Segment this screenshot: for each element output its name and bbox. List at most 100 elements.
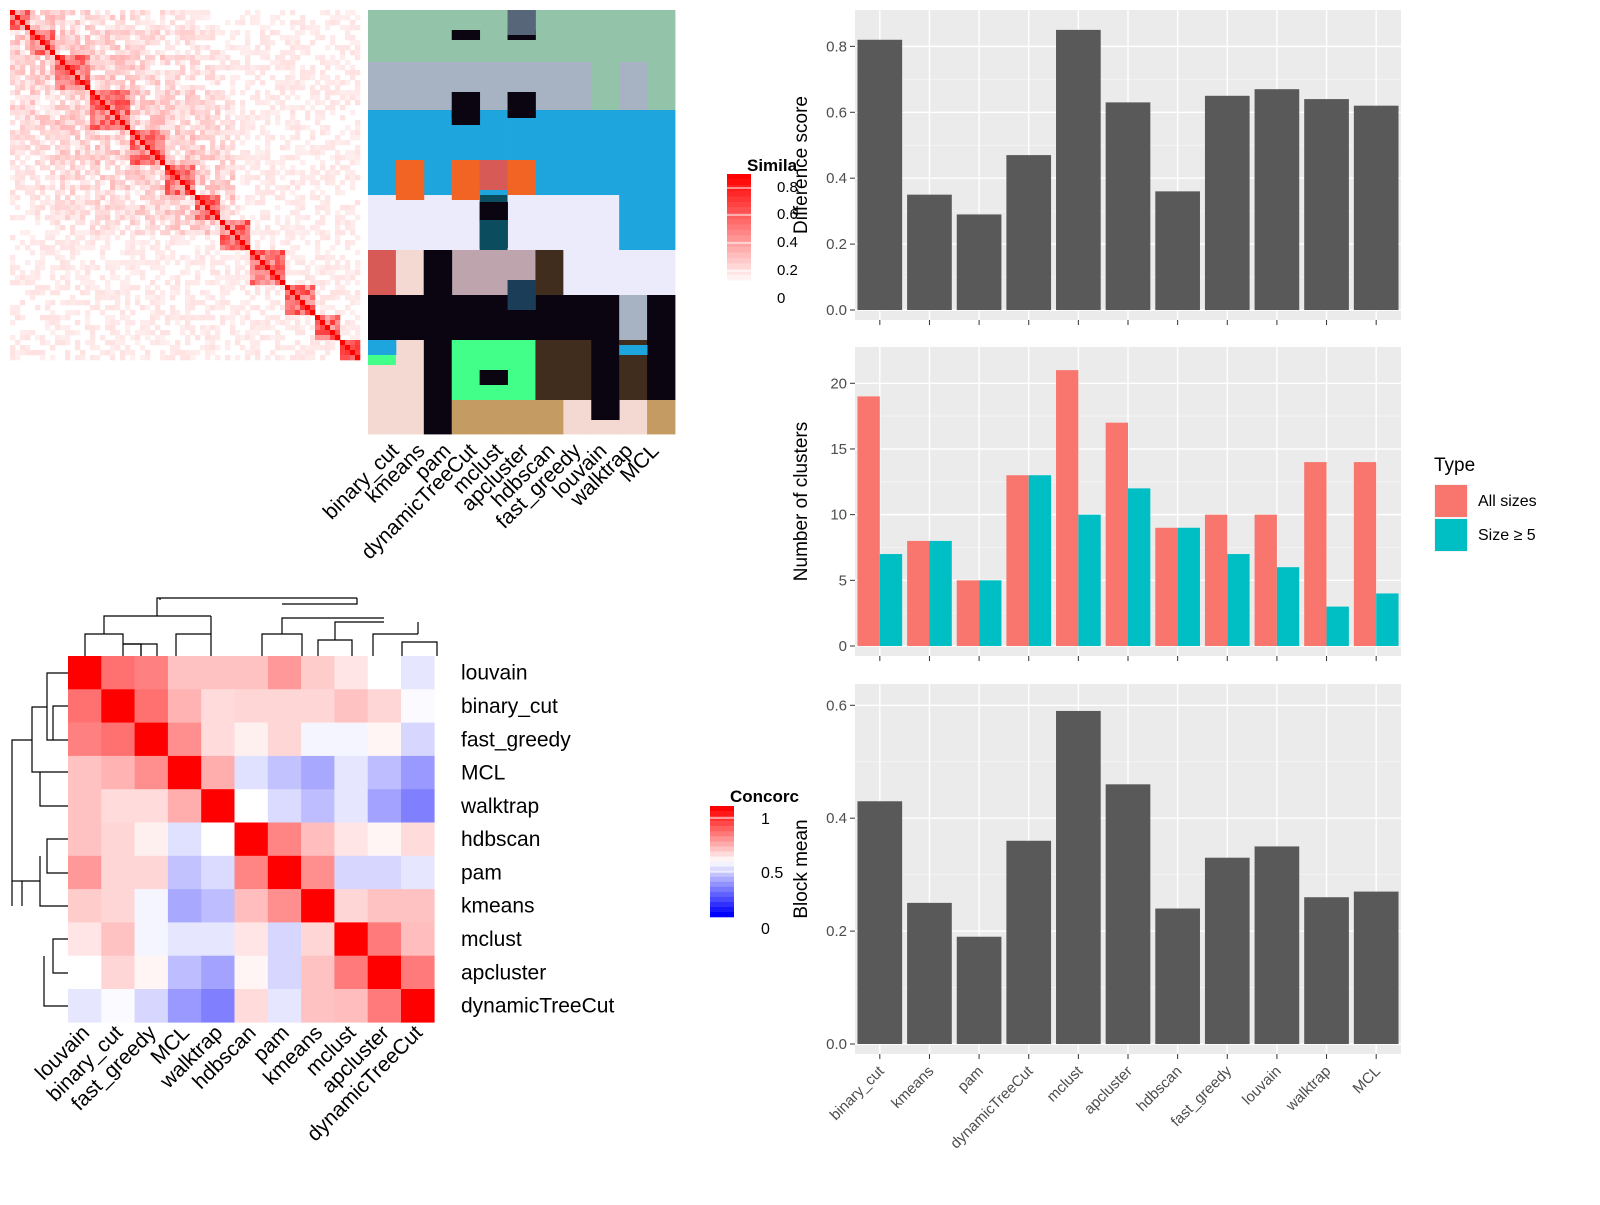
- similarity-cell: [285, 285, 291, 291]
- similarity-cell: [305, 290, 311, 296]
- similarity-cell: [100, 155, 106, 161]
- similarity-cell: [35, 65, 41, 71]
- similarity-cell: [15, 105, 21, 111]
- similarity-cell: [105, 175, 111, 181]
- similarity-cell: [125, 90, 131, 96]
- similarity-cell: [125, 260, 131, 266]
- top-dendrogram-branch: [84, 633, 124, 656]
- similarity-cell: [235, 205, 241, 211]
- similarity-cell: [325, 20, 331, 26]
- similarity-cell: [100, 95, 106, 101]
- similarity-cell: [255, 225, 261, 231]
- similarity-cell: [75, 85, 81, 91]
- similarity-cell: [305, 110, 311, 116]
- similarity-cell: [290, 255, 296, 261]
- similarity-cell: [180, 170, 186, 176]
- similarity-cell: [230, 30, 236, 36]
- similarity-cell: [80, 355, 86, 361]
- similarity-cell: [15, 115, 21, 121]
- similarity-cell: [350, 335, 356, 341]
- similarity-cell: [155, 335, 161, 341]
- concordance-cell: [267, 656, 302, 690]
- similarity-cell: [130, 350, 136, 356]
- similarity-cell: [55, 190, 61, 196]
- similarity-cell: [140, 160, 146, 166]
- similarity-cell: [180, 65, 186, 71]
- similarity-cell: [50, 220, 56, 226]
- cluster-cell: [535, 295, 564, 341]
- similarity-cell: [305, 115, 311, 121]
- similarity-cell: [255, 250, 261, 256]
- similarity-cell: [135, 165, 141, 171]
- similarity-cell: [125, 305, 131, 311]
- cluster-cell: [368, 10, 397, 63]
- similarity-cell: [120, 285, 126, 291]
- similarity-cell: [105, 315, 111, 321]
- similarity-cell: [130, 170, 136, 176]
- similarity-cell: [285, 270, 291, 276]
- similarity-cell: [235, 195, 241, 201]
- similarity-cell: [95, 135, 101, 141]
- similarity-cell: [195, 10, 201, 16]
- similarity-cell: [10, 355, 16, 361]
- similarity-cell: [60, 340, 66, 346]
- similarity-cell: [60, 115, 66, 121]
- similarity-cell: [100, 80, 106, 86]
- concordance-cell: [101, 722, 135, 757]
- concordance-cell: [68, 689, 102, 723]
- similarity-cell: [20, 175, 26, 181]
- similarity-cell: [120, 210, 126, 216]
- similarity-cell: [15, 35, 21, 41]
- cluster-cell: [563, 340, 592, 401]
- similarity-cell: [60, 325, 66, 331]
- similarity-cell: [225, 265, 231, 271]
- similarity-cell: [110, 55, 116, 61]
- similarity-cell: [105, 80, 111, 86]
- similarity-cell: [75, 25, 81, 31]
- similarity-cell: [210, 125, 216, 131]
- similarity-cell: [280, 155, 286, 161]
- similarity-cell: [100, 310, 106, 316]
- similarity-cell: [185, 270, 191, 276]
- similarity-cell: [95, 20, 101, 26]
- similarity-cell: [60, 40, 66, 46]
- similarity-cell: [220, 160, 226, 166]
- similarity-cell: [10, 15, 16, 21]
- concordance-cell: [334, 789, 368, 823]
- similarity-cell: [345, 210, 351, 216]
- similarity-cell: [160, 290, 166, 296]
- similarity-cell: [195, 65, 201, 71]
- similarity-cell: [145, 145, 151, 151]
- similarity-cell: [155, 255, 161, 261]
- similarity-cell: [55, 320, 61, 326]
- similarity-cell: [285, 95, 291, 101]
- concordance-row-label: hdbscan: [461, 828, 540, 851]
- similarity-cell: [20, 330, 26, 336]
- similarity-cell: [65, 60, 71, 66]
- similarity-cell: [215, 205, 221, 211]
- concordance-cell: [334, 689, 368, 723]
- similarity-cell: [50, 315, 56, 321]
- similarity-cell: [25, 260, 31, 266]
- similarity-cell: [325, 205, 331, 211]
- similarity-cell: [60, 25, 66, 31]
- similarity-cell: [95, 230, 101, 236]
- similarity-cell: [80, 200, 86, 206]
- similarity-cell: [120, 200, 126, 206]
- similarity-cell: [55, 155, 61, 161]
- similarity-cell: [45, 175, 51, 181]
- concordance-cell: [201, 789, 235, 823]
- similarity-cell: [310, 130, 316, 136]
- similarity-cell: [60, 335, 66, 341]
- similarity-cell: [170, 100, 176, 106]
- similarity-cell: [130, 125, 136, 131]
- cluster-cell: [423, 195, 453, 251]
- similarity-cell: [340, 95, 346, 101]
- similarity-cell: [55, 145, 61, 151]
- similarity-cell: [170, 110, 176, 116]
- similarity-cell: [35, 270, 41, 276]
- similarity-cell: [255, 220, 261, 226]
- concordance-cell: [367, 722, 402, 757]
- similarity-cell: [330, 15, 336, 21]
- similarity-cell: [145, 330, 151, 336]
